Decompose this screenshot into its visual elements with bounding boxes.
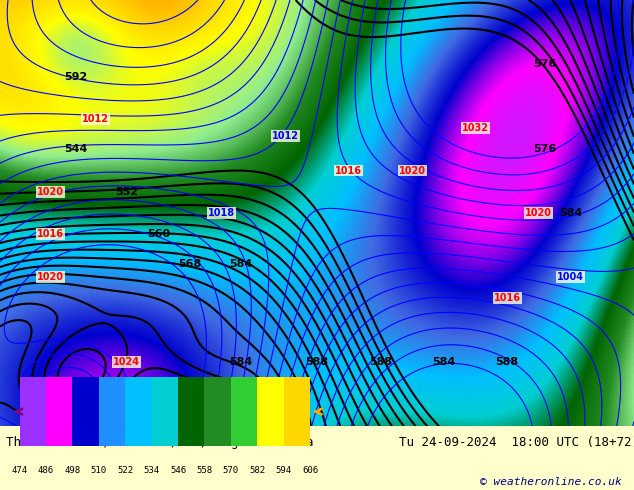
Bar: [20, 377, 46, 446]
Text: © weatheronline.co.uk: © weatheronline.co.uk: [479, 477, 621, 487]
Bar: [178, 377, 204, 446]
Text: 1004: 1004: [557, 272, 584, 282]
Text: 1012: 1012: [82, 114, 108, 124]
Bar: [257, 377, 283, 446]
Text: 606: 606: [302, 466, 318, 475]
Bar: [205, 377, 231, 446]
Text: 584: 584: [432, 357, 455, 368]
Text: 486: 486: [38, 466, 54, 475]
Text: 1024: 1024: [113, 357, 140, 368]
Text: 474: 474: [11, 466, 28, 475]
Bar: [46, 377, 72, 446]
Bar: [284, 377, 310, 446]
Text: 1020: 1020: [37, 272, 64, 282]
Text: 588: 588: [306, 357, 328, 368]
Text: 1016: 1016: [37, 229, 64, 240]
Bar: [231, 377, 257, 446]
Text: 584: 584: [230, 259, 252, 270]
Bar: [99, 377, 125, 446]
Text: 544: 544: [65, 144, 87, 154]
Text: 1012: 1012: [272, 131, 299, 142]
Text: 576: 576: [534, 144, 557, 154]
Text: 1032: 1032: [462, 123, 489, 133]
Text: 588: 588: [496, 357, 519, 368]
Text: 584: 584: [230, 357, 252, 368]
Bar: [72, 377, 99, 446]
Text: 1016: 1016: [335, 166, 362, 175]
Text: 510: 510: [91, 466, 107, 475]
Text: 594: 594: [276, 466, 292, 475]
Bar: [126, 377, 152, 446]
Text: 570: 570: [223, 466, 239, 475]
Text: 588: 588: [369, 357, 392, 368]
Text: 592: 592: [65, 72, 87, 82]
Text: 560: 560: [147, 229, 170, 240]
Text: 498: 498: [64, 466, 81, 475]
Text: 1018: 1018: [209, 208, 235, 218]
Text: 576: 576: [534, 59, 557, 69]
Text: 582: 582: [249, 466, 266, 475]
Text: 522: 522: [117, 466, 133, 475]
Text: 1020: 1020: [37, 187, 64, 197]
Text: 584: 584: [559, 208, 582, 218]
Text: Thickness 500/1000 hPa/SLP/Height 500 hPa: Thickness 500/1000 hPa/SLP/Height 500 hP…: [6, 436, 314, 449]
Text: Tu 24-09-2024  18:00 UTC (18+72): Tu 24-09-2024 18:00 UTC (18+72): [399, 436, 634, 449]
Text: 1020: 1020: [399, 166, 425, 175]
Text: 1016: 1016: [494, 294, 521, 303]
Text: 552: 552: [115, 187, 138, 197]
Bar: [152, 377, 178, 446]
Text: 534: 534: [143, 466, 160, 475]
Text: 546: 546: [170, 466, 186, 475]
Text: 558: 558: [197, 466, 212, 475]
Text: 1020: 1020: [526, 208, 552, 218]
Text: 568: 568: [179, 259, 202, 270]
